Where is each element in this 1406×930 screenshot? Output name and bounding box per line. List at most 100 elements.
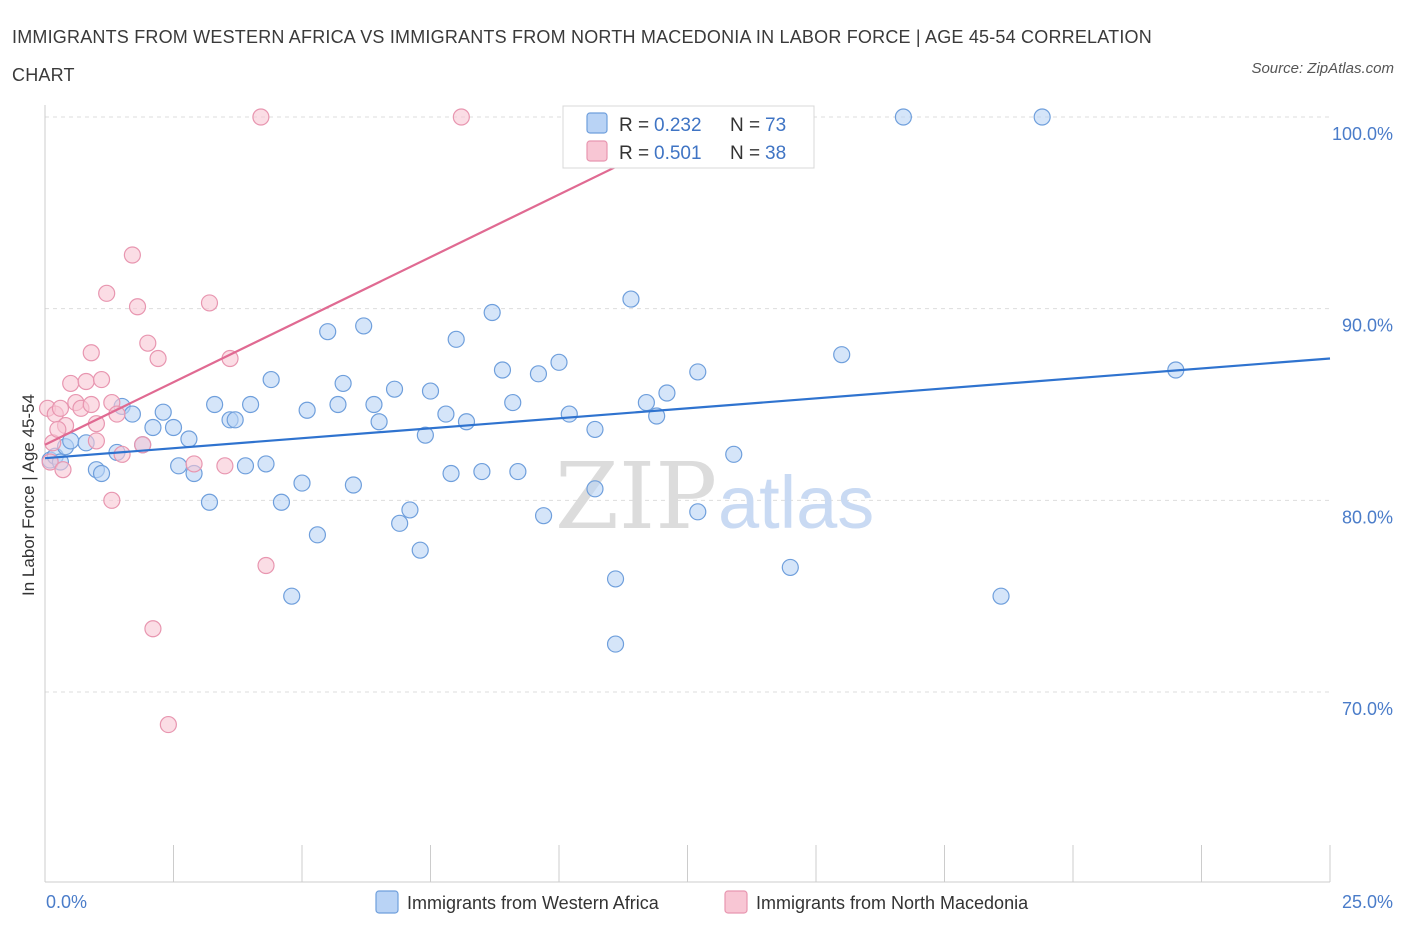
data-point-western-africa: [144, 418, 162, 437]
legend-n-value-2: 38: [765, 143, 786, 164]
data-point-western-africa: [725, 445, 743, 463]
data-point-western-africa: [226, 411, 244, 429]
data-point-western-africa: [355, 317, 373, 335]
data-point-north-macedonia: [134, 436, 152, 454]
data-point-north-macedonia: [128, 298, 147, 316]
data-point-western-africa: [606, 635, 625, 653]
data-point-western-africa: [180, 430, 198, 448]
trend-line-north-macedonia: [44, 116, 719, 446]
data-point-western-africa: [334, 374, 352, 393]
data-point-north-macedonia: [98, 284, 116, 302]
axes: [44, 105, 1331, 883]
data-point-western-africa: [164, 418, 183, 437]
data-point-western-africa: [154, 403, 172, 421]
data-point-western-africa: [319, 323, 337, 341]
data-point-north-macedonia: [139, 334, 157, 352]
data-point-western-africa: [262, 370, 280, 389]
data-point-western-africa: [283, 587, 301, 605]
data-point-western-africa: [308, 526, 327, 544]
y-tick-label: 70.0%: [1342, 699, 1393, 719]
legend-n-label-1: N =: [730, 115, 760, 136]
data-point-western-africa: [329, 395, 347, 414]
data-point-western-africa: [560, 405, 578, 423]
data-point-north-macedonia: [51, 399, 70, 417]
data-point-western-africa: [781, 558, 799, 577]
watermark-zip: ZIP: [555, 443, 717, 550]
data-point-western-africa: [401, 501, 419, 519]
data-point-western-africa: [437, 405, 455, 423]
data-point-western-africa: [622, 290, 640, 308]
data-point-western-africa: [293, 474, 311, 492]
data-point-western-africa: [257, 455, 275, 473]
data-point-western-africa: [442, 464, 460, 483]
data-point-western-africa: [833, 346, 851, 364]
data-point-western-africa: [658, 384, 676, 402]
data-point-western-africa: [242, 395, 260, 414]
data-point-western-africa: [206, 395, 224, 414]
data-point-western-africa: [483, 303, 501, 322]
data-point-western-africa: [385, 380, 404, 398]
data-point-western-africa: [493, 361, 512, 379]
series-legend-label-2: Immigrants from North Macedonia: [756, 893, 1029, 913]
series-legend: Immigrants from Western Africa Immigrant…: [375, 890, 1029, 914]
data-point-north-macedonia: [113, 445, 131, 463]
data-point-western-africa: [689, 363, 707, 381]
data-point-north-macedonia: [149, 349, 167, 368]
data-point-western-africa: [550, 353, 568, 371]
tick-labels: 70.0% 80.0% 90.0% 100.0% 0.0% 25.0%: [46, 124, 1393, 912]
y-tick-label: 90.0%: [1342, 316, 1393, 336]
data-point-western-africa: [689, 503, 707, 521]
legend-r-value-1: 0.232: [654, 115, 702, 136]
data-point-western-africa: [421, 382, 440, 400]
gridlines: [45, 116, 1330, 693]
data-point-north-macedonia: [103, 491, 121, 509]
data-point-western-africa: [1033, 108, 1051, 126]
series-legend-swatch-blue: [375, 890, 399, 914]
data-point-western-africa: [457, 413, 476, 431]
data-point-north-macedonia: [200, 294, 219, 312]
data-point-western-africa: [606, 570, 625, 588]
data-point-western-africa: [509, 462, 527, 481]
data-point-north-macedonia: [257, 556, 275, 575]
data-point-western-africa: [504, 393, 522, 412]
data-point-western-africa: [473, 462, 491, 481]
source-label: Source: ZipAtlas.com: [1251, 60, 1394, 77]
data-point-western-africa: [637, 393, 655, 412]
data-point-western-africa: [170, 457, 188, 475]
data-point-north-macedonia: [77, 372, 95, 391]
data-point-western-africa: [272, 493, 291, 511]
data-point-western-africa: [992, 587, 1010, 605]
x-tick-label: 25.0%: [1342, 892, 1393, 912]
data-point-north-macedonia: [108, 405, 126, 423]
series-north-macedonia-points: [38, 108, 722, 734]
data-point-western-africa: [344, 476, 362, 494]
data-point-north-macedonia: [54, 461, 72, 479]
data-point-western-africa: [894, 108, 912, 126]
legend-swatch-blue: [586, 112, 608, 134]
watermark: ZIP atlas: [555, 443, 874, 550]
data-point-north-macedonia: [185, 455, 203, 473]
data-point-western-africa: [416, 426, 434, 444]
data-point-western-africa: [586, 480, 604, 498]
data-point-north-macedonia: [87, 432, 106, 450]
series-legend-swatch-pink: [724, 890, 748, 914]
data-point-north-macedonia: [82, 395, 100, 414]
legend-n-label-2: N =: [730, 143, 760, 164]
trend-lines: [44, 116, 1331, 460]
trend-line-western-africa: [44, 357, 1331, 460]
y-tick-label: 100.0%: [1332, 124, 1393, 144]
data-point-western-africa: [411, 541, 429, 559]
data-point-north-macedonia: [144, 620, 162, 638]
data-point-western-africa: [365, 395, 383, 414]
data-point-north-macedonia: [452, 108, 470, 126]
data-point-western-africa: [200, 493, 219, 511]
data-point-western-africa: [391, 514, 409, 532]
data-point-western-africa: [534, 507, 553, 525]
data-point-north-macedonia: [123, 246, 141, 264]
data-point-western-africa: [586, 420, 604, 439]
data-point-western-africa: [529, 365, 548, 383]
stats-legend: R = 0.232 N = 73 R = 0.501 N = 38: [562, 105, 815, 169]
legend-r-label-1: R =: [619, 115, 649, 136]
watermark-atlas: atlas: [718, 461, 874, 544]
